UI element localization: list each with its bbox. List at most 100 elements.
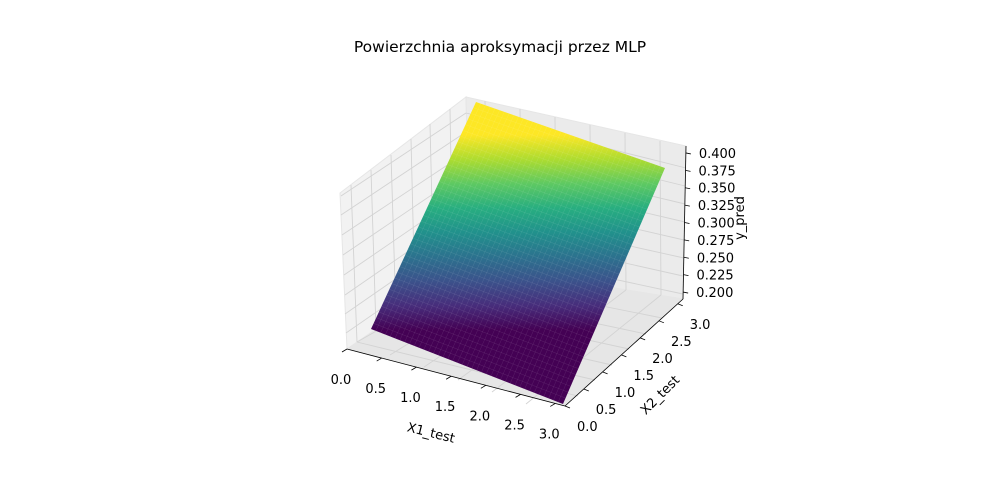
x-tick-mark — [480, 384, 487, 389]
z-tick-mark — [684, 239, 690, 242]
mesh-line — [381, 306, 574, 381]
mesh-line — [389, 289, 581, 363]
gridline — [370, 169, 377, 330]
mesh-line — [471, 136, 576, 369]
mesh-line — [452, 152, 643, 222]
mesh-line — [436, 186, 627, 257]
mesh-line — [409, 115, 515, 345]
mesh-line — [442, 126, 548, 358]
x-tick-label: 0.5 — [365, 382, 386, 397]
mesh-line — [441, 175, 632, 245]
mesh-line — [375, 103, 481, 331]
z-tick-label: 0.400 — [699, 147, 736, 162]
y-tick-mark — [621, 354, 627, 358]
mesh-line — [519, 153, 623, 388]
y-tick-label: 3.0 — [690, 318, 711, 333]
mesh-line — [410, 243, 602, 316]
z-tick-mark — [683, 291, 689, 294]
mesh-line — [495, 144, 600, 378]
mesh-line — [509, 149, 614, 384]
y-axis-line — [564, 298, 684, 407]
mesh-line — [415, 232, 607, 304]
y-tick-mark — [564, 405, 571, 409]
mesh-line — [447, 128, 552, 360]
mesh-line — [426, 209, 617, 281]
gridline — [340, 112, 467, 197]
x-tick-mark — [341, 348, 348, 353]
mesh-line — [439, 181, 630, 251]
mesh-line — [380, 105, 486, 333]
mesh-line — [548, 162, 652, 399]
mesh-line — [384, 300, 576, 375]
mesh-line — [457, 131, 562, 363]
x-tick-label: 1.5 — [435, 400, 456, 415]
mesh-line — [418, 226, 609, 299]
mesh-line — [514, 151, 618, 386]
y-tick-label: 1.5 — [633, 369, 654, 384]
chart-title: Powierzchnia aproksymacji przez MLP — [354, 38, 646, 56]
x-axis-label: X1_test — [405, 420, 456, 446]
mesh-line — [543, 161, 647, 397]
z-tick-label: 0.275 — [697, 234, 734, 249]
mesh-line — [378, 311, 571, 387]
z-tick-label: 0.300 — [698, 217, 735, 232]
x-tick-mark — [550, 403, 556, 407]
mesh-line — [473, 107, 663, 175]
y-tick-mark — [583, 388, 589, 392]
mesh-line — [557, 166, 661, 403]
surface-mesh — [373, 103, 663, 403]
gridline — [341, 151, 468, 236]
surface — [371, 102, 665, 404]
mesh-line — [399, 266, 592, 340]
mesh-line — [500, 146, 604, 380]
y-tick-mark — [640, 337, 646, 341]
mesh-line — [423, 215, 615, 287]
y-tick-label: 2.0 — [652, 352, 673, 367]
z-tick-label: 0.325 — [698, 199, 735, 214]
mesh-line — [553, 164, 656, 401]
mesh-line — [481, 139, 585, 373]
z-tick-mark — [684, 222, 690, 224]
mesh-line — [394, 110, 500, 339]
mesh-line — [431, 198, 622, 269]
y-tick-mark — [658, 320, 665, 324]
x-tick-label: 0.0 — [331, 373, 352, 388]
z-tick-mark — [685, 187, 691, 190]
mesh-line — [538, 159, 642, 395]
prediction-surface — [371, 102, 665, 404]
mesh-line — [462, 130, 653, 198]
mesh-line — [386, 294, 579, 369]
mesh-line — [449, 158, 640, 228]
z-tick-labels: 0.200 0.225 0.250 0.275 0.300 0.325 0.350 0.375… — [696, 147, 736, 301]
x-tick-mark — [376, 357, 382, 362]
x-tick-label: 2.0 — [470, 409, 491, 424]
mesh-line — [404, 113, 510, 343]
x-tick-mark — [515, 394, 521, 398]
mesh-line — [505, 148, 609, 382]
mesh-line — [385, 106, 491, 335]
mesh-line — [485, 141, 590, 375]
mesh-line — [428, 203, 620, 275]
tick-marks — [341, 152, 691, 409]
mesh-line — [412, 237, 604, 310]
mesh-line — [397, 272, 589, 346]
z-tick-mark — [684, 204, 690, 207]
mesh-line — [391, 283, 584, 358]
y-tick-mark — [602, 371, 608, 375]
mesh-line — [407, 249, 599, 322]
gridline — [340, 131, 467, 216]
z-tick-mark — [683, 256, 689, 259]
mesh-line — [373, 323, 566, 399]
mesh-line — [447, 164, 638, 234]
y-tick-labels: 0.0 0.5 1.0 1.5 2.0 2.5 3.0 — [577, 318, 710, 435]
mesh-line — [399, 111, 505, 341]
mesh-line — [405, 254, 597, 328]
mesh-line — [454, 147, 645, 216]
mesh-line — [452, 129, 557, 361]
mesh-line — [465, 124, 655, 192]
x-tick-mark — [445, 375, 452, 380]
mesh-line — [413, 116, 519, 346]
mesh-line — [402, 260, 594, 334]
mesh-line — [418, 118, 524, 348]
